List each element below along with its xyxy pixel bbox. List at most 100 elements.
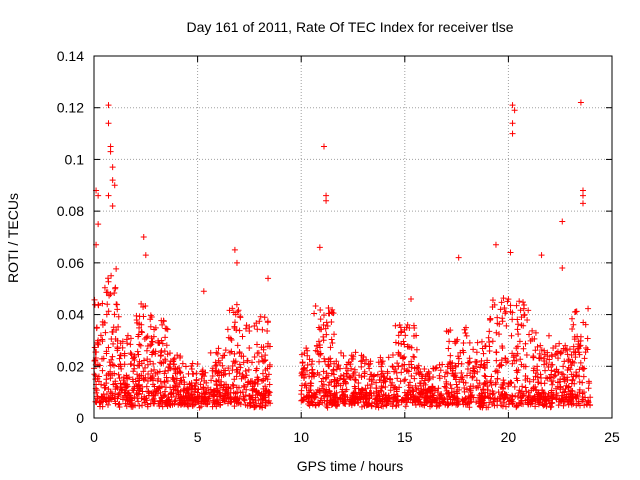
data-point [560,389,567,396]
data-point [107,148,114,155]
data-point [514,326,521,333]
data-point [155,375,162,382]
data-point [413,370,420,377]
data-point [364,401,371,408]
data-point [456,378,463,385]
data-point [159,321,166,328]
data-point [309,366,316,373]
data-point [384,368,391,375]
data-point [112,336,119,343]
data-point [137,385,144,392]
data-point [225,365,232,372]
data-point [105,192,112,199]
data-point [128,360,135,367]
data-point [505,380,512,387]
data-point [565,356,572,363]
data-point [499,385,506,392]
data-point [447,381,454,388]
data-point [345,374,352,381]
data-point [453,381,460,388]
data-point [144,403,151,410]
data-point [447,327,454,334]
data-point [130,378,137,385]
data-point [182,392,189,399]
data-point [448,385,455,392]
data-point [514,377,521,384]
data-point [333,402,340,409]
data-point [552,372,559,379]
data-point [343,386,350,393]
data-point [564,377,571,384]
data-point [466,360,473,367]
data-point [562,347,569,354]
data-point [329,340,336,347]
data-point [246,328,253,335]
data-point [162,392,169,399]
data-point [189,360,196,367]
data-point [395,363,402,370]
data-point [145,371,152,378]
data-point [170,361,177,368]
data-point [436,361,443,368]
data-point [233,301,240,308]
data-point [156,403,163,410]
data-point [548,351,555,358]
data-point [227,335,234,342]
data-point [486,347,493,354]
data-point [458,370,465,377]
data-point [352,389,359,396]
data-point [464,365,471,372]
data-point [317,351,324,358]
data-point [361,373,368,380]
data-point [532,329,539,336]
data-point [569,358,576,365]
data-point [174,387,181,394]
data-point [482,343,489,350]
axis-ticks: 0 5 10 15 20 25 0 0.02 0.04 0.06 0.08 0.1 0.12 0.14 [57,48,620,445]
data-point [401,377,408,384]
data-points [91,99,594,411]
data-point [365,361,372,368]
data-point [189,370,196,377]
data-point [389,403,396,410]
data-point [466,404,473,411]
data-point [97,332,104,339]
data-point [394,375,401,382]
data-point [426,375,433,382]
data-point [482,373,489,380]
data-point [343,365,350,372]
data-point [135,391,142,398]
data-point [251,354,258,361]
data-point [309,399,316,406]
data-point [517,399,524,406]
data-point [111,311,118,318]
data-point [542,396,549,403]
data-point [454,396,461,403]
data-point [358,403,365,410]
data-point [243,322,250,329]
data-point [585,378,592,385]
x-tick-label: 5 [194,429,202,445]
data-point [180,387,187,394]
data-point [526,378,533,385]
data-point [114,301,121,308]
data-point [109,177,116,184]
data-point [95,192,102,199]
data-point [491,395,498,402]
data-point [560,376,567,383]
data-point [452,340,459,347]
data-point [532,403,539,410]
data-point [502,355,509,362]
data-point [224,326,231,333]
data-point [391,394,398,401]
data-point [229,381,236,388]
data-point [433,403,440,410]
data-point [232,319,239,326]
data-point [219,397,226,404]
data-point [529,327,536,334]
data-point [215,357,222,364]
data-point [165,367,172,374]
data-point [405,395,412,402]
data-point [373,379,380,386]
data-point [345,359,352,366]
